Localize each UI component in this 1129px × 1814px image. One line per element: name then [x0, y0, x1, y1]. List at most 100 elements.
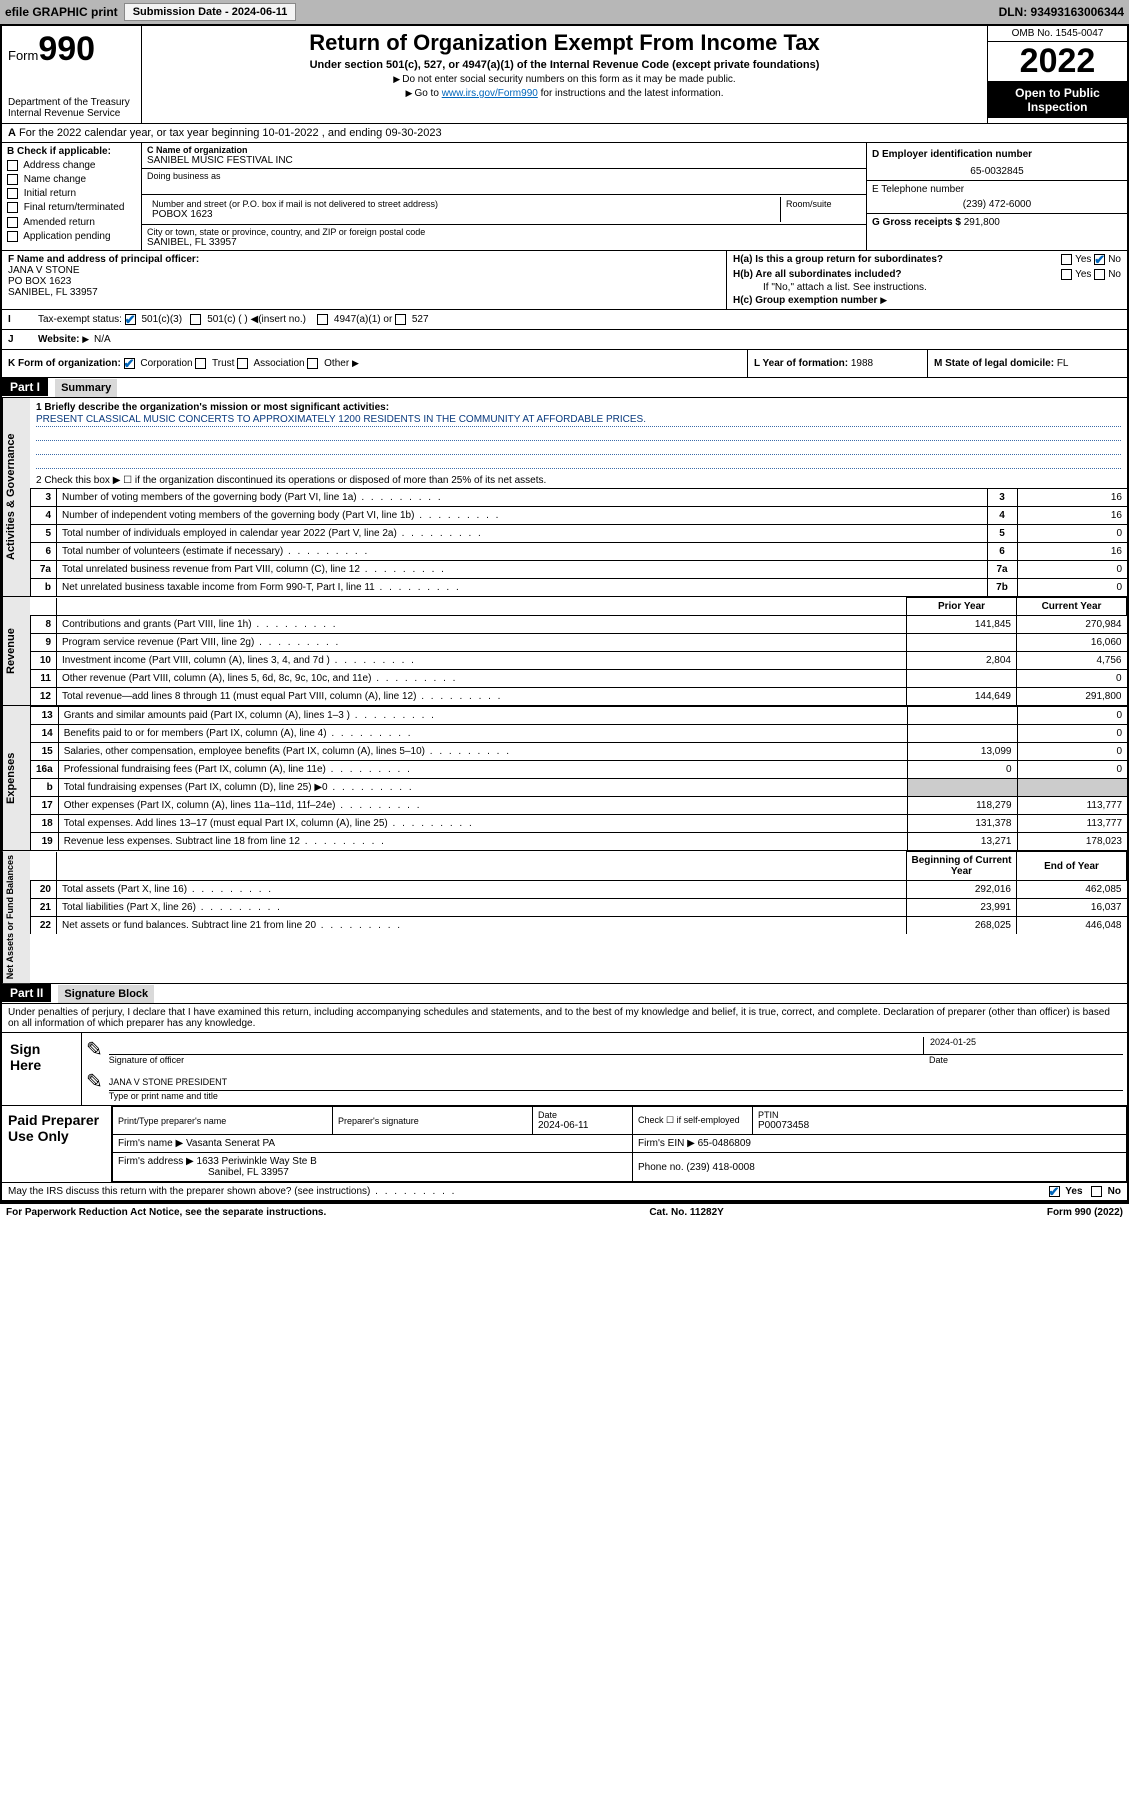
footer-cat: Cat. No. 11282Y: [649, 1207, 723, 1218]
submission-date-btn[interactable]: Submission Date - 2024-06-11: [124, 3, 297, 21]
part2-badge: Part II: [2, 984, 51, 1002]
ha-no-check[interactable]: [1094, 254, 1105, 265]
ptin-value: P00073458: [758, 1120, 1121, 1131]
table-row: 7aTotal unrelated business revenue from …: [31, 561, 1128, 579]
officer-name: JANA V STONE: [8, 265, 80, 276]
prep-name-label: Print/Type preparer's name: [118, 1116, 327, 1126]
expenses-table: 13Grants and similar amounts paid (Part …: [30, 706, 1127, 850]
table-row: 3Number of voting members of the governi…: [31, 489, 1128, 507]
summary-revenue: Revenue Prior YearCurrent Year 8Contribu…: [2, 597, 1127, 706]
table-row: 9Program service revenue (Part VIII, lin…: [31, 634, 1127, 652]
website-value: N/A: [94, 334, 111, 345]
b-check-item[interactable]: Application pending: [7, 231, 136, 242]
phone-value: (239) 472-6000: [872, 199, 1122, 210]
i-501c3-check[interactable]: [125, 314, 136, 325]
table-row: 16aProfessional fundraising fees (Part I…: [31, 761, 1128, 779]
form-number: 990: [38, 30, 95, 68]
firm-phone: (239) 418-0008: [686, 1162, 754, 1173]
table-row: 19Revenue less expenses. Subtract line 1…: [31, 833, 1128, 851]
hb-no: No: [1108, 269, 1121, 280]
hb-no-check[interactable]: [1094, 269, 1105, 280]
table-row: 14Benefits paid to or for members (Part …: [31, 725, 1128, 743]
footer-form: Form 990 (2022): [1047, 1207, 1123, 1218]
i-label: Tax-exempt status:: [38, 314, 122, 325]
sign-date: 2024-01-25: [923, 1037, 1123, 1054]
part2-header: Part II Signature Block: [2, 984, 1127, 1004]
k-other: Other: [324, 358, 349, 369]
form-word: Form: [8, 48, 38, 63]
ptin-label: PTIN: [758, 1110, 1121, 1120]
tab-revenue: Revenue: [2, 597, 30, 705]
mission-text: PRESENT CLASSICAL MUSIC CONCERTS TO APPR…: [36, 413, 1121, 427]
discuss-yes-check[interactable]: [1049, 1186, 1060, 1197]
firm-name: Vasanta Senerat PA: [186, 1138, 275, 1149]
form-990: Form990 Department of the Treasury Inter…: [0, 24, 1129, 1204]
k-corp-check[interactable]: [124, 358, 135, 369]
dba-label: Doing business as: [147, 171, 861, 181]
b-check-item[interactable]: Amended return: [7, 217, 136, 228]
i-insert: (insert no.): [258, 314, 306, 325]
firm-name-label: Firm's name ▶: [118, 1138, 183, 1149]
k-other-check[interactable]: [307, 358, 318, 369]
table-row: 6Total number of volunteers (estimate if…: [31, 543, 1128, 561]
part1-header: Part I Summary: [2, 378, 1127, 398]
gross-label: G Gross receipts $: [872, 217, 961, 228]
topbar: efile GRAPHIC print Submission Date - 20…: [0, 0, 1129, 24]
b-check-item[interactable]: Final return/terminated: [7, 202, 136, 213]
note-goto-pre: Go to: [414, 88, 441, 99]
net-assets-table: Beginning of Current YearEnd of Year 20T…: [30, 851, 1127, 934]
part2-title: Signature Block: [58, 985, 154, 1003]
table-row: 13Grants and similar amounts paid (Part …: [31, 707, 1128, 725]
signature-intro: Under penalties of perjury, I declare th…: [2, 1004, 1127, 1033]
ha-yes-check[interactable]: [1061, 254, 1072, 265]
paid-preparer-table: Print/Type preparer's name Preparer's si…: [112, 1106, 1127, 1182]
pen-icon: ✎: [86, 1037, 103, 1062]
dept-label: Department of the Treasury: [8, 97, 135, 108]
open-to-public: Open to Public Inspection: [988, 82, 1127, 118]
prep-date: 2024-06-11: [538, 1120, 627, 1131]
table-row: 18Total expenses. Add lines 13–17 (must …: [31, 815, 1128, 833]
city-label: City or town, state or province, country…: [147, 227, 861, 237]
col-current: Current Year: [1017, 598, 1127, 616]
street-label: Number and street (or P.O. box if mail i…: [152, 199, 775, 209]
summary-netassets: Net Assets or Fund Balances Beginning of…: [2, 851, 1127, 984]
org-name: SANIBEL MUSIC FESTIVAL INC: [147, 155, 861, 166]
org-info-block: B Check if applicable: Address change Na…: [2, 143, 1127, 251]
ein-label: D Employer identification number: [872, 149, 1032, 160]
efile-label: efile GRAPHIC print: [5, 5, 118, 19]
k-assoc-check[interactable]: [237, 358, 248, 369]
i-527-check[interactable]: [395, 314, 406, 325]
discuss-no-check[interactable]: [1091, 1186, 1102, 1197]
i-501c-check[interactable]: [190, 314, 201, 325]
year-formation: 1988: [851, 358, 873, 369]
i-501c3: 501(c)(3): [141, 314, 182, 325]
firm-phone-label: Phone no.: [638, 1162, 684, 1173]
paid-preparer-label: Paid Preparer Use Only: [2, 1106, 112, 1182]
omb-number: OMB No. 1545-0047: [988, 26, 1127, 42]
b-check-item[interactable]: Initial return: [7, 188, 136, 199]
form990-link[interactable]: www.irs.gov/Form990: [442, 88, 538, 99]
tax-year: 2022: [988, 42, 1127, 82]
table-row: 11Other revenue (Part VIII, column (A), …: [31, 670, 1127, 688]
city-value: SANIBEL, FL 33957: [147, 237, 861, 248]
i-527: 527: [412, 314, 429, 325]
i-4947-check[interactable]: [317, 314, 328, 325]
table-row: 15Salaries, other compensation, employee…: [31, 743, 1128, 761]
k-trust: Trust: [212, 358, 234, 369]
hb-yes-check[interactable]: [1061, 269, 1072, 280]
firm-ein-label: Firm's EIN ▶: [638, 1138, 695, 1149]
b-check-item[interactable]: Name change: [7, 174, 136, 185]
section-d: D Employer identification number 65-00328…: [867, 143, 1127, 250]
governance-table: 3Number of voting members of the governi…: [30, 488, 1127, 596]
ein-value: 65-0032845: [872, 166, 1122, 177]
typed-name-label: Type or print name and title: [86, 1091, 1123, 1101]
ha-yes: Yes: [1075, 254, 1091, 265]
firm-ein: 65-0486809: [698, 1138, 751, 1149]
b-check-item[interactable]: Address change: [7, 160, 136, 171]
col-prior: Prior Year: [907, 598, 1017, 616]
i-4947: 4947(a)(1) or: [334, 314, 392, 325]
col-beginning: Beginning of Current Year: [907, 852, 1017, 881]
table-row: bTotal fundraising expenses (Part IX, co…: [31, 779, 1128, 797]
discuss-row: May the IRS discuss this return with the…: [2, 1183, 1127, 1202]
k-trust-check[interactable]: [195, 358, 206, 369]
